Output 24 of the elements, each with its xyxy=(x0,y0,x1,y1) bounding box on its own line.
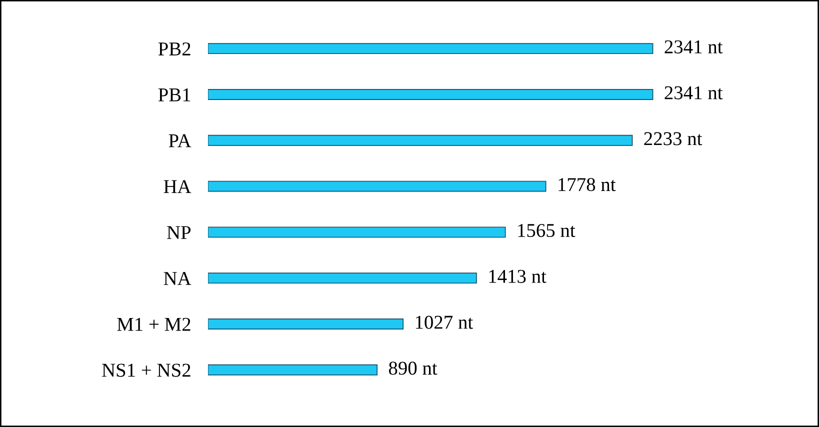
bar xyxy=(208,318,404,330)
data-label: 1565 nt xyxy=(518,224,576,238)
y-tick-label: PB1 xyxy=(158,88,190,102)
y-tick-label: PA xyxy=(168,134,192,148)
bar xyxy=(208,43,654,54)
y-tick-label: HA xyxy=(164,180,192,194)
data-label: 890 nt xyxy=(388,362,438,375)
y-tick-label: M1 + M2 xyxy=(117,318,190,331)
bar xyxy=(208,226,506,238)
y-tick-label: PB2 xyxy=(158,42,190,56)
bar xyxy=(208,272,477,284)
data-label: 1027 nt xyxy=(416,316,474,329)
bar xyxy=(208,134,633,146)
data-label: 2341 nt xyxy=(664,40,723,54)
y-tick-label: NS1 + NS2 xyxy=(102,364,190,377)
data-label: 2233 nt xyxy=(644,132,702,146)
bar xyxy=(208,364,378,376)
bar xyxy=(208,180,546,192)
bar xyxy=(208,89,654,100)
data-label: 1413 nt xyxy=(489,270,546,283)
y-tick-label: NA xyxy=(164,272,192,285)
data-label: 1778 nt xyxy=(558,178,616,192)
data-label: 2341 nt xyxy=(664,86,723,100)
y-tick-label: NP xyxy=(167,226,191,239)
